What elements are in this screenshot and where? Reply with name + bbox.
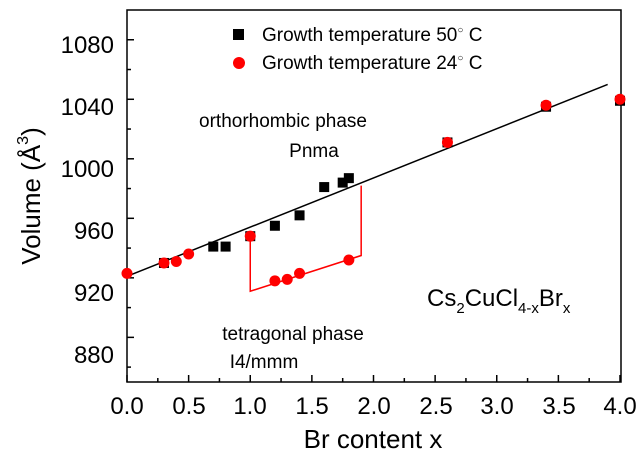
data-point-square — [269, 220, 280, 231]
x-tick-label: 2.0 — [357, 393, 390, 420]
legend-label-series-2: Growth temperature 24○ C — [262, 53, 482, 74]
annotation-i4mmm: I4/mmm — [230, 352, 299, 373]
legend-marker-square — [233, 29, 244, 40]
legend-label-series-1: Growth temperature 50○ C — [262, 25, 482, 46]
data-point-square — [337, 177, 348, 188]
annotation-formula: Cs2CuCl4-xBrx — [427, 285, 571, 317]
data-point-circle — [281, 273, 293, 285]
y-tick-label: 1080 — [61, 32, 114, 59]
data-point-square — [319, 182, 330, 193]
y-tick-labels: 880 920 960 1000 1040 1080 — [61, 32, 114, 369]
x-tick-label: 3.5 — [542, 393, 575, 420]
data-point-square — [220, 241, 231, 252]
data-point-circle — [269, 275, 281, 287]
y-tick-label: 920 — [74, 280, 114, 307]
x-tick-label: 1.5 — [295, 393, 328, 420]
annotation-tetragonal: tetragonal phase — [222, 324, 364, 345]
x-tick-label: 0.5 — [172, 393, 205, 420]
y-tick-label: 1040 — [61, 94, 114, 121]
x-tick-label: 4.0 — [603, 393, 636, 420]
legend: Growth temperature 50○ C Growth temperat… — [233, 25, 482, 74]
y-tick-label: 1000 — [61, 156, 114, 183]
data-point-circle — [540, 99, 552, 111]
data-point-circle — [294, 267, 306, 279]
y-axis-label: Volume (Å3) — [15, 127, 46, 265]
annotation-orthorhombic: orthorhombic phase — [199, 111, 367, 132]
data-point-square — [294, 210, 305, 221]
x-axis-label: Br content x — [304, 424, 443, 454]
y-tick-label: 880 — [74, 342, 114, 369]
data-point-circle — [183, 248, 195, 260]
fit-line — [126, 83, 608, 278]
tick-marks — [126, 39, 621, 382]
x-tick-label: 1.0 — [233, 393, 266, 420]
x-tick-label: 0.0 — [110, 393, 143, 420]
x-tick-label: 3.0 — [480, 393, 513, 420]
y-tick-label: 960 — [74, 218, 114, 245]
data-point-circle — [244, 230, 256, 242]
data-point-circle — [158, 257, 170, 269]
data-points — [121, 93, 626, 287]
data-point-circle — [121, 267, 133, 279]
data-point-circle — [170, 255, 182, 267]
phase-bracket — [249, 185, 362, 293]
annotation-pnma: Pnma — [289, 141, 339, 162]
data-point-circle — [343, 254, 355, 266]
x-tick-label: 2.5 — [419, 393, 452, 420]
x-tick-labels: 0.0 0.5 1.0 1.5 2.0 2.5 3.0 3.5 4.0 — [110, 393, 636, 420]
data-point-square — [343, 173, 354, 184]
data-point-circle — [441, 136, 453, 148]
data-point-circle — [614, 93, 626, 105]
legend-marker-circle — [233, 57, 245, 69]
data-point-square — [208, 241, 219, 252]
